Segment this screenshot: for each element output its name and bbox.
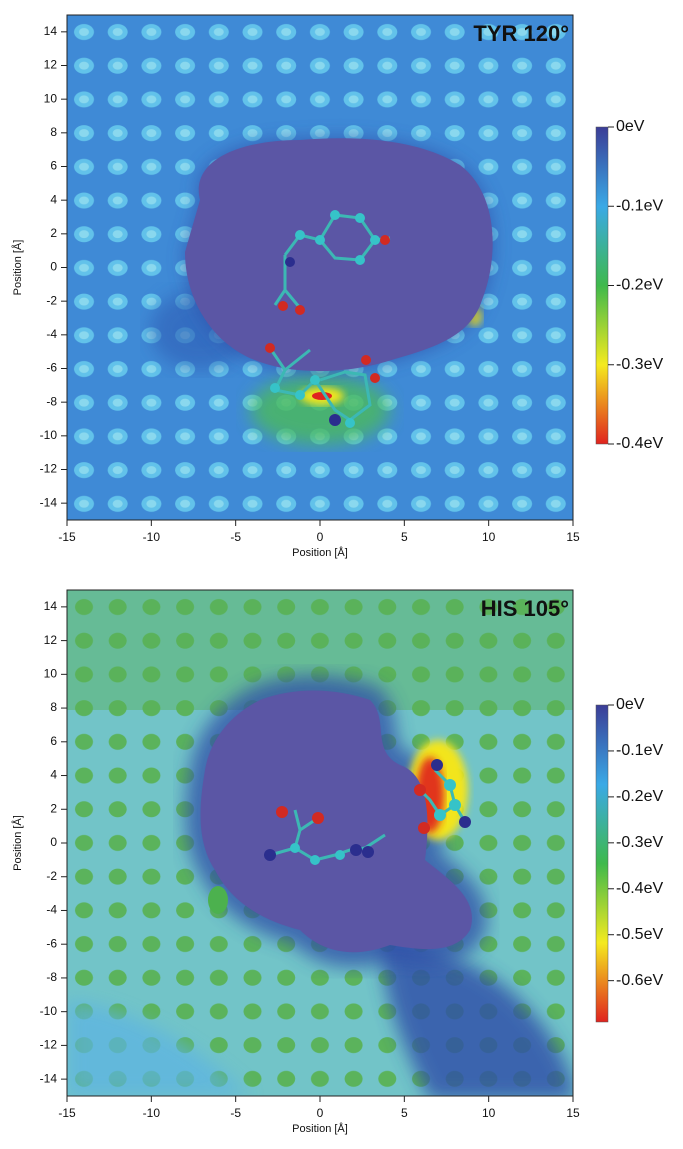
y-tick-label: 6 xyxy=(50,159,57,173)
x-tick-label: -5 xyxy=(230,1106,241,1120)
x-tick-label: -15 xyxy=(58,530,76,544)
y-tick-label: -6 xyxy=(46,361,57,375)
y-tick-label: 12 xyxy=(44,58,58,72)
x-tick-label: 10 xyxy=(482,530,496,544)
y-tick-label: -8 xyxy=(46,970,57,984)
y-tick-label: 4 xyxy=(50,192,57,206)
colorbar-tick-label: -0.3eV xyxy=(616,356,663,373)
y-tick-label: 10 xyxy=(44,667,58,681)
y-tick-label: -12 xyxy=(40,1038,58,1052)
y-tick-label: 8 xyxy=(50,125,57,139)
y-tick-label: 10 xyxy=(44,91,58,105)
y-tick-label: -2 xyxy=(46,293,57,307)
y-tick-label: 0 xyxy=(50,260,57,274)
y-tick-label: 2 xyxy=(50,801,57,815)
y-tick-label: -12 xyxy=(40,462,58,476)
y-tick-label: -10 xyxy=(40,1004,58,1018)
x-axis-label: Position [Å] xyxy=(292,546,348,559)
x-tick-label: 5 xyxy=(401,1106,408,1120)
y-tick-label: -14 xyxy=(40,495,58,509)
y-tick-label: 6 xyxy=(50,734,57,748)
y-tick-label: -6 xyxy=(46,936,57,950)
x-tick-label: 15 xyxy=(566,1106,580,1120)
x-tick-label: -10 xyxy=(143,530,161,544)
colorbar-tick-label: -0.1eV xyxy=(616,197,663,214)
x-tick-label: -5 xyxy=(230,530,241,544)
y-tick-label: 14 xyxy=(44,24,58,38)
x-tick-label: 5 xyxy=(401,530,408,544)
x-tick-label: 10 xyxy=(482,1106,496,1120)
x-tick-label: -10 xyxy=(143,1106,161,1120)
colorbar-tick-label: -0.2eV xyxy=(616,277,663,294)
colorbar-tick-label: 0eV xyxy=(616,696,645,713)
heatmap-field xyxy=(67,15,573,520)
y-tick-label: 2 xyxy=(50,226,57,240)
x-tick-label: 0 xyxy=(317,1106,324,1120)
y-tick-label: -4 xyxy=(46,327,57,341)
y-axis-label: Position [Å] xyxy=(11,815,24,871)
colorbar-tick-label: -0.4eV xyxy=(616,880,663,897)
x-tick-label: 0 xyxy=(317,530,324,544)
colorbar-tick-label: -0.2eV xyxy=(616,788,663,805)
colorbar-tick-label: -0.3eV xyxy=(616,834,663,851)
colorbar xyxy=(595,126,609,445)
heatmap-field xyxy=(67,590,573,1096)
panel-title: TYR 120° xyxy=(473,21,569,46)
y-tick-label: -4 xyxy=(46,903,57,917)
y-tick-label: -10 xyxy=(40,428,58,442)
x-tick-label: -15 xyxy=(58,1106,76,1120)
colorbar-tick-label: -0.5eV xyxy=(616,926,663,943)
panel-title: HIS 105° xyxy=(481,596,569,621)
colorbar-tick-label: -0.6eV xyxy=(616,972,663,989)
x-tick-label: 15 xyxy=(566,530,580,544)
y-axis-label: Position [Å] xyxy=(11,240,24,296)
colorbar-tick-label: 0eV xyxy=(616,118,645,135)
y-tick-label: 12 xyxy=(44,633,58,647)
y-tick-label: 4 xyxy=(50,768,57,782)
y-tick-label: -2 xyxy=(46,869,57,883)
y-tick-label: 8 xyxy=(50,700,57,714)
colorbar-tick-label: -0.1eV xyxy=(616,742,663,759)
x-axis-label: Position [Å] xyxy=(292,1122,348,1135)
y-tick-label: 14 xyxy=(44,599,58,613)
y-tick-label: -8 xyxy=(46,394,57,408)
colorbar-tick-label: -0.4eV xyxy=(616,435,663,452)
y-tick-label: 0 xyxy=(50,835,57,849)
y-tick-label: -14 xyxy=(40,1071,58,1085)
colorbar xyxy=(595,704,609,1023)
